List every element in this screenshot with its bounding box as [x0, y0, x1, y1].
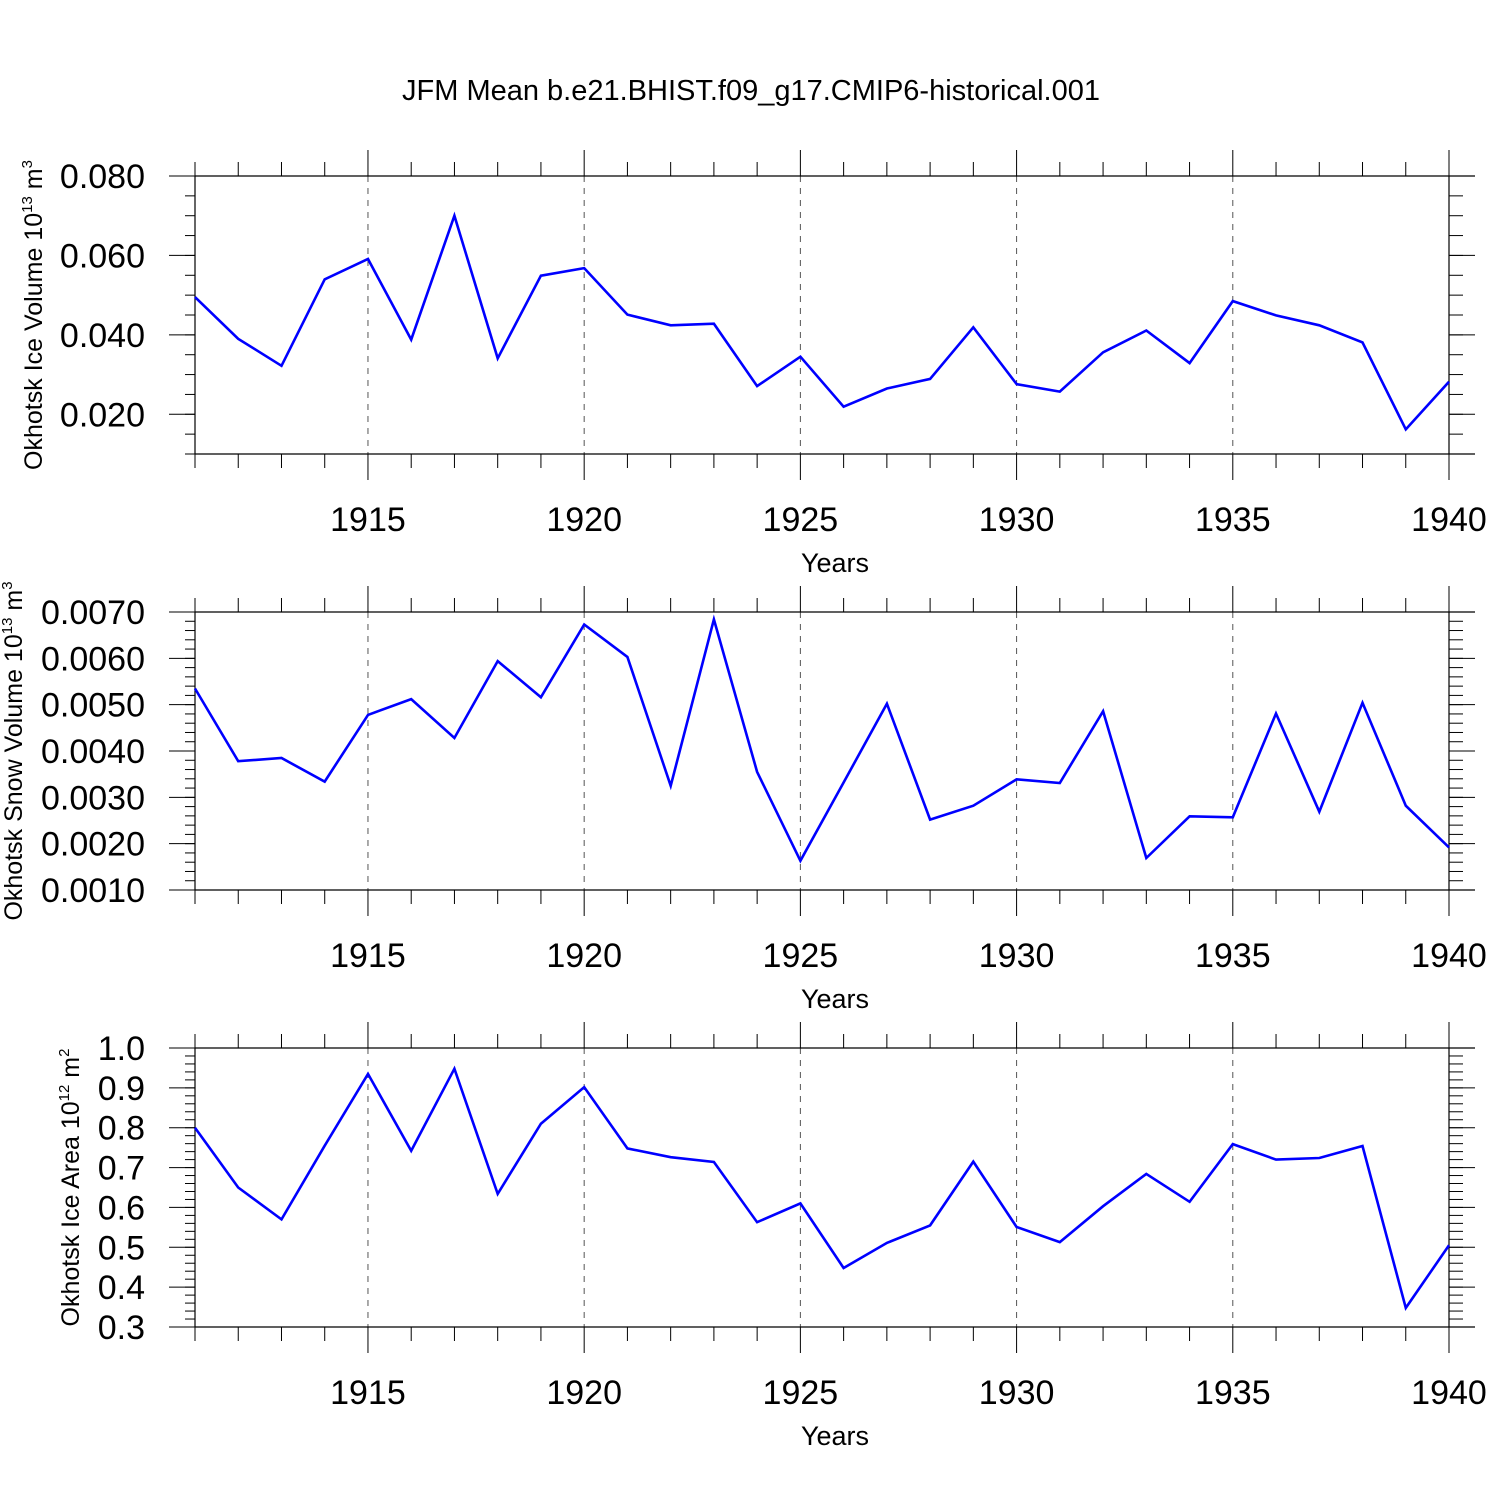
y-axis-label: Okhotsk Ice Volume 1013 m3 — [19, 160, 48, 470]
y-tick-label: 0.060 — [60, 237, 145, 275]
x-tick-label: 1920 — [546, 937, 622, 975]
x-tick-label: 1920 — [546, 1374, 622, 1412]
y-tick-label: 0.0040 — [41, 733, 145, 771]
panel-3: 0.30.40.50.60.70.80.91.0 1915 1920 1925 1930… — [56, 1022, 1487, 1451]
x-axis-label: Years — [801, 984, 869, 1014]
panel-1: 0.020 0.040 0.060 0.080 1915 1920 1925 1930 1935… — [19, 150, 1487, 578]
y-tick-label: 0.4 — [98, 1269, 145, 1307]
y-tick-label: 0.080 — [60, 158, 145, 196]
x-tick-label: 1940 — [1411, 1374, 1487, 1412]
x-tick-label: 1925 — [763, 937, 839, 975]
y-tick-label: 0.040 — [60, 317, 145, 355]
x-tick-label: 1930 — [979, 937, 1055, 975]
y-tick-label: 0.020 — [60, 396, 145, 434]
data-series-line — [193, 614, 1450, 864]
y-tick-label: 0.0010 — [41, 872, 145, 910]
x-axis-label: Years — [801, 548, 869, 578]
y-tick-label: 0.9 — [98, 1070, 145, 1108]
x-tick-label: 1940 — [1411, 501, 1487, 539]
x-tick-label: 1940 — [1411, 937, 1487, 975]
panel-2: 0.0010 0.0020 0.0030 0.0040 0.0050 0.0060 0.00… — [0, 581, 1487, 1014]
y-tick-label: 0.8 — [98, 1110, 145, 1148]
x-tick-label: 1935 — [1195, 501, 1271, 539]
y-tick-label: 0.5 — [98, 1229, 145, 1267]
y-tick-label: 0.7 — [98, 1150, 145, 1188]
x-axis-label: Years — [801, 1421, 869, 1451]
x-tick-label: 1915 — [330, 501, 406, 539]
y-tick-label: 1.0 — [98, 1030, 145, 1068]
x-tick-label: 1930 — [979, 501, 1055, 539]
chart-title: JFM Mean b.e21.BHIST.f09_g17.CMIP6-histo… — [402, 75, 1100, 107]
y-axis-label: Okhotsk Snow Volume 1013 m3 — [0, 581, 28, 920]
x-tick-label: 1925 — [763, 501, 839, 539]
y-tick-label: 0.6 — [98, 1189, 145, 1227]
y-tick-label: 0.0020 — [41, 826, 145, 864]
x-tick-label: 1935 — [1195, 937, 1271, 975]
y-tick-label: 0.0060 — [41, 640, 145, 678]
data-series-line — [193, 1065, 1451, 1311]
y-tick-label: 0.0050 — [41, 687, 145, 725]
y-axis-label: Okhotsk Ice Area 1012 m2 — [56, 1049, 85, 1327]
x-tick-label: 1915 — [330, 937, 406, 975]
y-tick-label: 0.0030 — [41, 779, 145, 817]
data-series-line — [194, 211, 1450, 432]
y-tick-label: 0.0070 — [41, 594, 145, 632]
x-tick-label: 1915 — [330, 1374, 406, 1412]
x-tick-label: 1935 — [1195, 1374, 1271, 1412]
x-tick-label: 1920 — [546, 501, 622, 539]
y-tick-label: 0.3 — [98, 1309, 145, 1347]
x-tick-label: 1925 — [763, 1374, 839, 1412]
x-tick-label: 1930 — [979, 1374, 1055, 1412]
